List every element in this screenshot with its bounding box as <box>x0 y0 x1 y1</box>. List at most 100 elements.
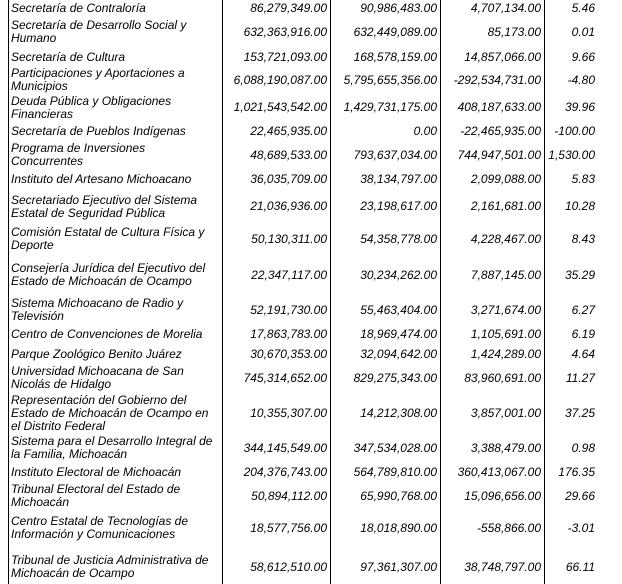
amount-original-cell: 22,465,935.00 <box>222 121 331 141</box>
percent-change-cell: 9.66 <box>544 48 598 66</box>
amount-modified-cell: 564,789,810.00 <box>330 462 441 482</box>
entity-name-cell: Secretaría de Desarrollo Social y Humano <box>8 16 223 48</box>
entity-name-cell: Programa de Inversiones Concurrentes <box>8 141 223 169</box>
table-row: Consejería Jurídica del Ejecutivo del Es… <box>8 254 598 296</box>
amount-original-cell: 22,347,117.00 <box>222 254 331 296</box>
entity-name-cell: Instituto del Artesano Michoacano <box>8 169 223 189</box>
table-row: Secretariado Ejecutivo del Sistema Estat… <box>8 189 598 224</box>
table-row: Tribunal Electoral del Estado de Michoac… <box>8 482 598 510</box>
amount-original-cell: 10,355,307.00 <box>222 392 331 434</box>
amount-original-cell: 52,191,730.00 <box>222 296 331 324</box>
amount-modified-cell: 65,990,768.00 <box>330 482 441 510</box>
amount-modified-cell: 18,969,474.00 <box>330 324 441 344</box>
table-row: Deuda Pública y Obligaciones Financieras… <box>8 94 598 121</box>
amount-modified-cell: 1,429,731,175.00 <box>330 94 441 121</box>
percent-change-cell: 1,530.00 <box>544 141 598 169</box>
amount-original-cell: 344,145,549.00 <box>222 434 331 462</box>
table-row: Programa de Inversiones Concurrentes 48,… <box>8 141 598 169</box>
amount-difference-cell: 4,707,134.00 <box>440 0 545 16</box>
percent-change-cell: 35.29 <box>544 254 598 296</box>
amount-difference-cell: 3,388,479.00 <box>440 434 545 462</box>
table-row: Instituto del Artesano Michoacano 36,035… <box>8 169 598 189</box>
amount-difference-cell: 38,748,797.00 <box>440 546 545 584</box>
amount-modified-cell: 97,361,307.00 <box>330 546 441 584</box>
entity-name-cell: Sistema para el Desarrollo Integral de l… <box>8 434 223 462</box>
amount-original-cell: 50,894,112.00 <box>222 482 331 510</box>
entity-name-cell: Deuda Pública y Obligaciones Financieras <box>8 94 223 121</box>
entity-name-cell: Secretariado Ejecutivo del Sistema Estat… <box>8 189 223 224</box>
entity-name-cell: Participaciones y Aportaciones a Municip… <box>8 66 223 94</box>
amount-difference-cell: 1,424,289.00 <box>440 344 545 364</box>
amount-difference-cell: 2,161,681.00 <box>440 189 545 224</box>
table-row: Comisión Estatal de Cultura Física y Dep… <box>8 224 598 254</box>
amount-original-cell: 1,021,543,542.00 <box>222 94 331 121</box>
budget-table: Secretaría de Contraloría 86,279,349.00 … <box>8 0 598 584</box>
amount-difference-cell: -22,465,935.00 <box>440 121 545 141</box>
percent-change-cell: 0.98 <box>544 434 598 462</box>
amount-original-cell: 6,088,190,087.00 <box>222 66 331 94</box>
amount-difference-cell: 3,271,674.00 <box>440 296 545 324</box>
amount-difference-cell: 2,099,088.00 <box>440 169 545 189</box>
table-row: Secretaría de Pueblos Indígenas 22,465,9… <box>8 121 598 141</box>
table-row: Universidad Michoacana de San Nicolás de… <box>8 364 598 392</box>
entity-name-cell: Tribunal Electoral del Estado de Michoac… <box>8 482 223 510</box>
amount-difference-cell: 15,096,656.00 <box>440 482 545 510</box>
amount-original-cell: 21,036,936.00 <box>222 189 331 224</box>
table-row: Parque Zoológico Benito Juárez 30,670,35… <box>8 344 598 364</box>
amount-modified-cell: 829,275,343.00 <box>330 364 441 392</box>
entity-name-cell: Representación del Gobierno del Estado d… <box>8 392 223 434</box>
amount-modified-cell: 38,134,797.00 <box>330 169 441 189</box>
amount-difference-cell: 408,187,633.00 <box>440 94 545 121</box>
amount-modified-cell: 90,986,483.00 <box>330 0 441 16</box>
amount-original-cell: 745,314,652.00 <box>222 364 331 392</box>
amount-difference-cell: 14,857,066.00 <box>440 48 545 66</box>
amount-difference-cell: 744,947,501.00 <box>440 141 545 169</box>
table-row: Secretaría de Cultura 153,721,093.00 168… <box>8 48 598 66</box>
amount-modified-cell: 18,018,890.00 <box>330 510 441 546</box>
amount-original-cell: 153,721,093.00 <box>222 48 331 66</box>
amount-modified-cell: 632,449,089.00 <box>330 16 441 48</box>
entity-name-cell: Parque Zoológico Benito Juárez <box>8 344 223 364</box>
percent-change-cell: -3.01 <box>544 510 598 546</box>
amount-difference-cell: 4,228,467.00 <box>440 224 545 254</box>
amount-modified-cell: 30,234,262.00 <box>330 254 441 296</box>
amount-original-cell: 50,130,311.00 <box>222 224 331 254</box>
table-row: Secretaría de Desarrollo Social y Humano… <box>8 16 598 48</box>
amount-original-cell: 17,863,783.00 <box>222 324 331 344</box>
amount-difference-cell: 360,413,067.00 <box>440 462 545 482</box>
percent-change-cell: 176.35 <box>544 462 598 482</box>
percent-change-cell: 0.01 <box>544 16 598 48</box>
table-row: Sistema para el Desarrollo Integral de l… <box>8 434 598 462</box>
percent-change-cell: 39.96 <box>544 94 598 121</box>
amount-difference-cell: -292,534,731.00 <box>440 66 545 94</box>
table-row: Instituto Electoral de Michoacán 204,376… <box>8 462 598 482</box>
percent-change-cell: 66.11 <box>544 546 598 584</box>
percent-change-cell: 8.43 <box>544 224 598 254</box>
amount-modified-cell: 5,795,655,356.00 <box>330 66 441 94</box>
entity-name-cell: Universidad Michoacana de San Nicolás de… <box>8 364 223 392</box>
table-row: Tribunal de Justicia Administrativa de M… <box>8 546 598 584</box>
percent-change-cell: 5.46 <box>544 0 598 16</box>
amount-modified-cell: 55,463,404.00 <box>330 296 441 324</box>
amount-modified-cell: 0.00 <box>330 121 441 141</box>
entity-name-cell: Centro Estatal de Tecnologías de Informa… <box>8 510 223 546</box>
amount-modified-cell: 14,212,308.00 <box>330 392 441 434</box>
amount-modified-cell: 23,198,617.00 <box>330 189 441 224</box>
percent-change-cell: 37.25 <box>544 392 598 434</box>
table-row: Representación del Gobierno del Estado d… <box>8 392 598 434</box>
percent-change-cell: -100.00 <box>544 121 598 141</box>
percent-change-cell: 4.64 <box>544 344 598 364</box>
amount-difference-cell: 1,105,691.00 <box>440 324 545 344</box>
percent-change-cell: 29.66 <box>544 482 598 510</box>
amount-modified-cell: 347,534,028.00 <box>330 434 441 462</box>
amount-original-cell: 58,612,510.00 <box>222 546 331 584</box>
percent-change-cell: 10.28 <box>544 189 598 224</box>
table-row: Centro de Convenciones de Morelia 17,863… <box>8 324 598 344</box>
amount-difference-cell: 83,960,691.00 <box>440 364 545 392</box>
amount-modified-cell: 32,094,642.00 <box>330 344 441 364</box>
table-row: Sistema Michoacano de Radio y Televisión… <box>8 296 598 324</box>
amount-original-cell: 204,376,743.00 <box>222 462 331 482</box>
amount-original-cell: 632,363,916.00 <box>222 16 331 48</box>
budget-table-body: Secretaría de Contraloría 86,279,349.00 … <box>8 0 598 584</box>
entity-name-cell: Consejería Jurídica del Ejecutivo del Es… <box>8 254 223 296</box>
